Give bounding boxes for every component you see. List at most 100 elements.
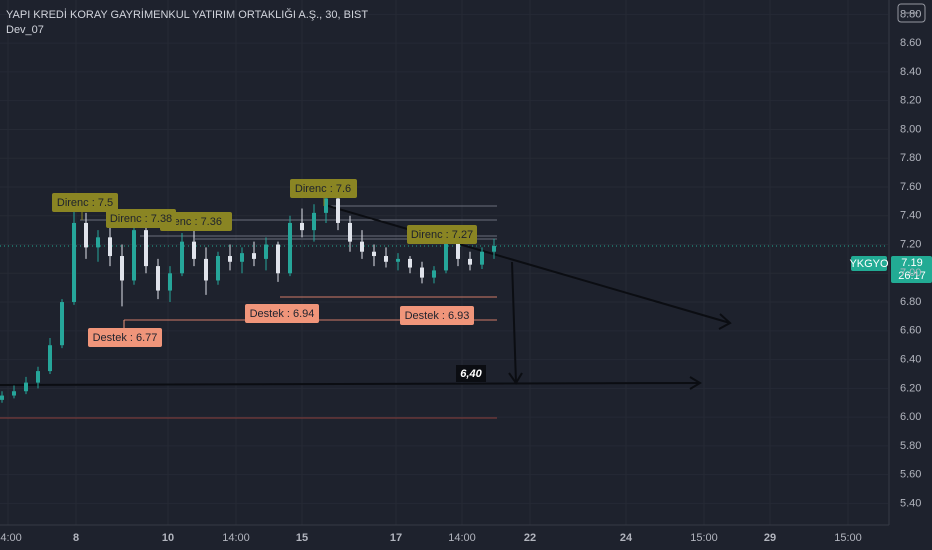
candle-body — [84, 222, 88, 248]
candle-body — [0, 395, 4, 400]
candles — [0, 186, 496, 403]
candle-body — [408, 258, 412, 268]
label-box — [456, 365, 486, 382]
x-tick-label: 15:00 — [690, 532, 718, 544]
y-tick-label: 6.80 — [900, 296, 921, 308]
support-box — [245, 304, 319, 323]
candle-body — [132, 230, 136, 281]
last-price: YKGYO 7.19 26:17 — [849, 256, 932, 283]
x-tick-label: 24 — [620, 532, 633, 544]
x-tick-label: 10 — [162, 532, 174, 544]
trend-line — [0, 382, 701, 386]
candle-body — [48, 345, 52, 372]
y-tick-label: 6.00 — [900, 411, 921, 423]
countdown: 26:17 — [898, 270, 926, 282]
y-tick-label: 7.80 — [900, 152, 921, 164]
candle-body — [228, 256, 232, 262]
arrow-head — [689, 376, 702, 390]
candle-body — [264, 244, 268, 259]
support-label: Destek : 6.94 — [250, 308, 315, 320]
x-tick-label: 14:00 — [448, 532, 476, 544]
y-tick-label: 8.40 — [900, 66, 921, 78]
candle-body — [192, 241, 196, 259]
candle-body — [168, 273, 172, 291]
resistance-box — [106, 209, 176, 228]
candle-body — [96, 237, 100, 248]
y-tick-label: 6.20 — [900, 382, 921, 394]
candle-body — [480, 251, 484, 265]
y-tick-label: 7.20 — [900, 238, 921, 250]
candle-body — [276, 244, 280, 274]
chart-title: YAPI KREDİ KORAY GAYRİMENKUL YATIRIM ORT… — [6, 8, 368, 21]
trend-line — [511, 261, 517, 384]
price-tag — [891, 256, 932, 283]
candle-body — [240, 253, 244, 262]
x-tick-label: 15:00 — [834, 532, 862, 544]
candle-body — [252, 253, 256, 259]
candle-body — [12, 391, 16, 396]
candle-body — [420, 267, 424, 278]
y-tick-label: 8.20 — [900, 95, 921, 107]
candle-body — [456, 241, 460, 259]
symbol-tag — [851, 256, 887, 271]
support-label: Destek : 6.93 — [405, 310, 470, 322]
y-tick-label: 6.40 — [900, 353, 921, 365]
chart-subtitle: Dev_07 — [6, 24, 44, 36]
candle-body — [156, 266, 160, 291]
y-tick-label: 7.60 — [900, 181, 921, 193]
x-tick-label: 14:00 — [0, 532, 22, 544]
resistance-box — [407, 225, 477, 244]
candle-body — [120, 256, 124, 281]
candle-body — [216, 256, 220, 281]
target-label: 6,40 — [460, 368, 482, 380]
candle-body — [384, 256, 388, 262]
resistance-box — [52, 193, 118, 212]
y-tick-label: 6.60 — [900, 325, 921, 337]
resistance-label: renc : 7.36 — [170, 216, 222, 228]
candle-body — [204, 258, 208, 281]
candle-body — [60, 302, 64, 346]
resistance-box — [290, 179, 357, 198]
candle-body — [396, 258, 400, 262]
y-tick-label: 8.00 — [900, 123, 921, 135]
x-tick-label: 14:00 — [222, 532, 250, 544]
x-tick-label: 29 — [764, 532, 776, 544]
candle-body — [324, 198, 328, 213]
x-tick-label: 17 — [390, 532, 402, 544]
candle-body — [444, 241, 448, 271]
candle-body — [36, 371, 40, 383]
y-tick-label: 7.00 — [900, 267, 921, 279]
y-tick-label: 5.60 — [900, 469, 921, 481]
resistance-label: Direnc : 7.5 — [57, 197, 113, 209]
candle-body — [24, 382, 28, 392]
x-tick-label: 15 — [296, 532, 308, 544]
trend-line — [324, 204, 731, 324]
support-label: Destek : 6.77 — [93, 332, 158, 344]
arrow-head — [508, 372, 523, 385]
candle-body — [372, 251, 376, 257]
candle-body — [468, 258, 472, 265]
candle-body — [312, 212, 316, 231]
symbol-label: YKGYO — [849, 258, 889, 270]
candle-body — [336, 198, 340, 223]
y-tick-label: 8.80 — [900, 8, 921, 20]
candle-body — [72, 222, 76, 303]
support-box — [400, 306, 474, 325]
candle-body — [300, 222, 304, 231]
x-tick-label: 22 — [524, 532, 536, 544]
x-tick-label: 8 — [73, 532, 79, 544]
resistance-label: Direnc : 7.6 — [295, 183, 351, 195]
annotations: Direnc : 7.5 renc : 7.36 Direnc : 7.38 D… — [52, 179, 477, 347]
candle-body — [108, 237, 112, 257]
y-tick-label: 7.40 — [900, 210, 921, 222]
candle-body — [348, 222, 352, 242]
resistance-label: Direnc : 7.38 — [110, 213, 172, 225]
y-tick-label: 5.80 — [900, 440, 921, 452]
arrow-head — [718, 313, 732, 330]
candle-body — [432, 270, 436, 278]
candle-body — [288, 222, 292, 274]
settings-button[interactable] — [897, 3, 926, 23]
support-box — [88, 328, 162, 347]
y-tick-label: 8.60 — [900, 37, 921, 49]
